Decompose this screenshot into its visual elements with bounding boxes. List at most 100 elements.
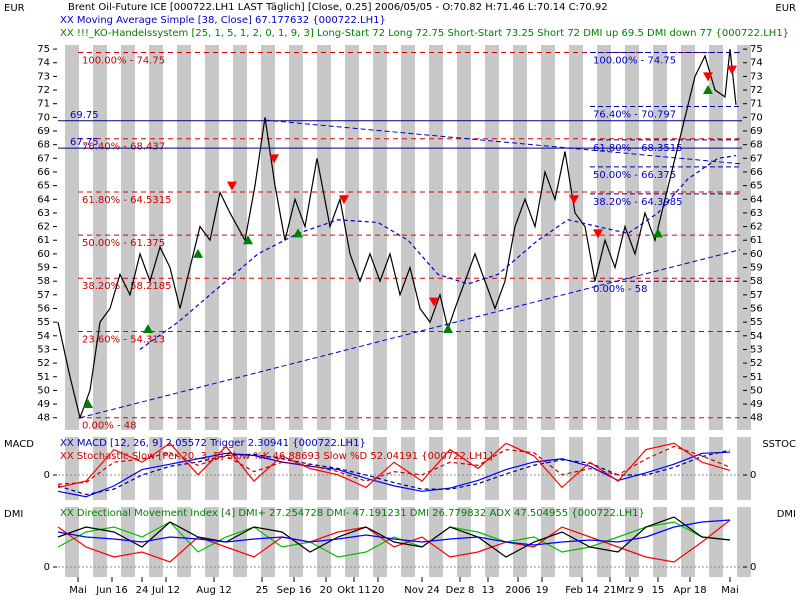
buy-signal <box>193 248 203 258</box>
y-tick-label: 70 <box>37 112 50 123</box>
stripe <box>345 437 359 500</box>
y-tick-label: 60 <box>750 249 763 260</box>
stripe <box>569 507 583 577</box>
y-tick-label: 55 <box>750 317 763 328</box>
sell-signal <box>339 195 349 205</box>
stripe <box>317 507 331 577</box>
hline-label: 69.75 <box>70 110 99 121</box>
y-tick-label: 71 <box>37 99 50 110</box>
y-tick-label: 0 <box>750 562 756 573</box>
y-tick-label: 72 <box>37 85 50 96</box>
x-tick-label: Jun 16 <box>95 585 128 596</box>
fib-label: 76.40% - 68.437 <box>82 142 165 153</box>
stripe <box>205 45 219 430</box>
stripe <box>457 45 471 430</box>
x-tick-label: Okt 11 <box>337 585 371 596</box>
fib-label: 100.00% - 74.75 <box>82 56 165 67</box>
sell-signal <box>227 181 237 191</box>
stripe <box>709 437 723 500</box>
x-tick-label: 25 <box>256 585 269 596</box>
stripe <box>261 507 275 577</box>
fib-label: 50.00% - 61.375 <box>82 238 165 249</box>
series-line <box>57 516 731 558</box>
stripe <box>429 507 443 577</box>
y-tick-label: 75 <box>37 44 50 55</box>
y-tick-label: 68 <box>37 140 50 151</box>
sell-signal <box>703 72 713 82</box>
y-tick-label: 68 <box>750 140 763 151</box>
x-tick-label: 13 <box>482 585 495 596</box>
x-tick-label: Apr 18 <box>673 585 706 596</box>
fib-label: 38.20% - 64.3985 <box>593 197 682 208</box>
stripe <box>121 45 135 430</box>
stripe <box>485 437 499 500</box>
fib-label: 0.00% - 58 <box>593 284 647 295</box>
stripe <box>65 507 79 577</box>
x-tick-label: Aug 12 <box>196 585 231 596</box>
stripe <box>625 437 639 500</box>
y2-axis-label: SSTOC <box>762 439 796 450</box>
stripe <box>65 45 79 430</box>
y-tick-label: 74 <box>750 58 763 69</box>
buy-signal <box>293 228 303 238</box>
stripe <box>93 507 107 577</box>
stripe <box>373 45 387 430</box>
y-axis-label: DMI <box>777 509 796 520</box>
y-tick-label: 54 <box>750 331 763 342</box>
stripe <box>121 437 135 500</box>
x-tick-label: 15 <box>652 585 665 596</box>
y-tick-label: 66 <box>750 167 763 178</box>
stripes <box>65 45 751 577</box>
stripe <box>709 507 723 577</box>
y-axis-label: EUR <box>775 3 796 14</box>
y-tick-label: 49 <box>750 399 763 410</box>
stripe <box>93 437 107 500</box>
y-tick-label: 59 <box>750 263 763 274</box>
y-tick-label: 60 <box>37 249 50 260</box>
legend-text: XX Moving Average Simple [38, Close] 67.… <box>60 15 386 26</box>
stripe <box>569 437 583 500</box>
y-tick-label: 56 <box>750 303 763 314</box>
y-tick-label: 63 <box>750 208 763 219</box>
x-tick-label: 20 <box>320 585 333 596</box>
x-tick-label: Sep 16 <box>277 585 312 596</box>
stripe <box>681 45 695 430</box>
y-tick-label: 51 <box>750 372 763 383</box>
y-tick-label: 0 <box>44 470 50 481</box>
series-line <box>57 49 737 420</box>
buy-signal <box>653 228 663 238</box>
stripe <box>93 45 107 430</box>
y-tick-label: 69 <box>750 126 763 137</box>
stripe <box>625 45 639 430</box>
y-tick-label: 64 <box>37 194 50 205</box>
stripe <box>401 45 415 430</box>
y-tick-label: 66 <box>37 167 50 178</box>
stripe <box>541 45 555 430</box>
stripe <box>597 45 611 430</box>
y-tick-label: 71 <box>750 99 763 110</box>
y-axis-label: DMI <box>4 509 23 520</box>
fib-label: 23.60% - 54.313 <box>82 335 165 346</box>
y-tick-label: 73 <box>750 71 763 82</box>
stripe <box>373 437 387 500</box>
stripe <box>149 507 163 577</box>
buy-signal <box>143 323 153 333</box>
stripe <box>485 45 499 430</box>
y-tick-label: 67 <box>750 153 763 164</box>
series-line <box>139 154 737 350</box>
legend-text: XX Stochastic Slow [Per:20, 3, 5] Slow %… <box>60 451 495 462</box>
stripe <box>485 507 499 577</box>
stripe <box>737 45 751 430</box>
y-tick-label: 54 <box>37 331 50 342</box>
y-tick-label: 57 <box>37 290 50 301</box>
series-line <box>57 442 731 489</box>
stripe <box>429 45 443 430</box>
y-tick-label: 52 <box>750 358 763 369</box>
y-tick-label: 62 <box>37 222 50 233</box>
y-tick-label: 48 <box>37 413 50 424</box>
stripe <box>541 437 555 500</box>
legend-text: XX Directional Movement Index [4] DMI+ 2… <box>60 508 645 519</box>
y-tick-label: 59 <box>37 263 50 274</box>
y-tick-label: 48 <box>750 413 763 424</box>
y-tick-label: 56 <box>37 303 50 314</box>
